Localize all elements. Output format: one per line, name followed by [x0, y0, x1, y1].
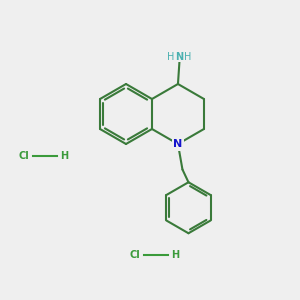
Text: H: H — [184, 52, 191, 62]
Text: H: H — [60, 151, 69, 161]
Text: Cl: Cl — [19, 151, 29, 161]
Text: N: N — [176, 52, 184, 62]
Text: N: N — [173, 139, 183, 149]
Text: Cl: Cl — [130, 250, 140, 260]
Text: H: H — [167, 52, 175, 62]
Text: H: H — [171, 250, 180, 260]
